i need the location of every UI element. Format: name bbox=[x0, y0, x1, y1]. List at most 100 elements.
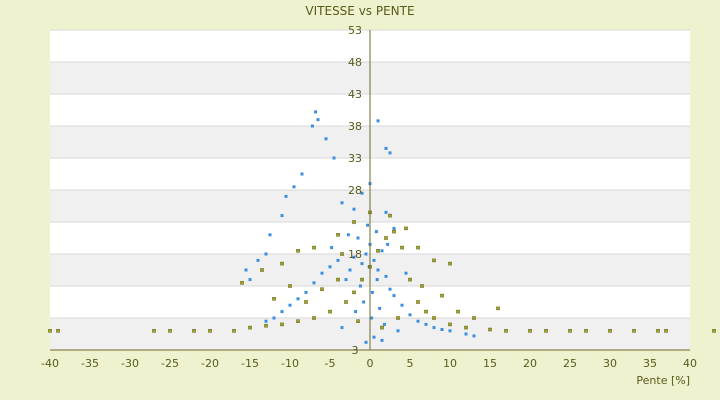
scatter-point bbox=[382, 322, 386, 326]
scatter-point bbox=[356, 236, 360, 240]
x-tick-label: -5 bbox=[325, 357, 336, 370]
scatter-point bbox=[192, 329, 196, 333]
scatter-point bbox=[310, 124, 314, 128]
scatter-point bbox=[370, 316, 374, 320]
scatter-point bbox=[336, 258, 340, 262]
scatter-point bbox=[376, 268, 380, 272]
scatter-point bbox=[264, 319, 268, 323]
scatter-point bbox=[664, 329, 668, 333]
scatter-point bbox=[380, 249, 384, 253]
y-tick-label: 3 bbox=[352, 344, 359, 357]
x-tick-label: -20 bbox=[201, 357, 219, 370]
scatter-point bbox=[416, 300, 420, 304]
scatter-point bbox=[268, 233, 272, 237]
scatter-point bbox=[584, 329, 588, 333]
scatter-point bbox=[344, 300, 348, 304]
scatter-point bbox=[240, 281, 244, 285]
x-tick-label: 30 bbox=[603, 357, 617, 370]
scatter-point bbox=[448, 322, 452, 327]
x-tick-label: 5 bbox=[407, 357, 414, 370]
scatter-point bbox=[152, 329, 156, 333]
scatter-point bbox=[464, 332, 468, 336]
scatter-point bbox=[280, 322, 284, 327]
scatter-point bbox=[416, 245, 420, 250]
scatter-point bbox=[386, 242, 390, 246]
scatter-point bbox=[456, 309, 460, 314]
scatter-point bbox=[472, 316, 476, 320]
scatter-point bbox=[168, 329, 172, 333]
scatter-point bbox=[392, 294, 396, 298]
scatter-point bbox=[408, 313, 412, 317]
scatter-point bbox=[396, 316, 400, 320]
scatter-point bbox=[372, 335, 376, 339]
scatter-point bbox=[388, 151, 392, 155]
scatter-point bbox=[375, 278, 379, 282]
scatter-point bbox=[356, 319, 360, 323]
scatter-point bbox=[364, 340, 368, 344]
scatter-point bbox=[384, 236, 388, 240]
scatter-point bbox=[370, 290, 374, 294]
scatter-point bbox=[304, 300, 308, 304]
y-axis-ticks: 3 18 28 33 38 43 48 53 bbox=[348, 24, 362, 357]
scatter-point bbox=[296, 297, 300, 301]
scatter-point bbox=[420, 284, 424, 288]
scatter-point bbox=[288, 284, 292, 288]
scatter-point bbox=[288, 303, 292, 307]
scatter-point bbox=[404, 226, 408, 231]
scatter-point bbox=[312, 281, 316, 285]
scatter-point bbox=[314, 110, 318, 114]
scatter-point bbox=[432, 326, 436, 330]
scatter-point bbox=[352, 290, 356, 295]
scatter-point bbox=[608, 329, 612, 333]
scatter-point bbox=[340, 201, 344, 205]
x-axis-label: Pente [%] bbox=[636, 374, 690, 387]
x-tick-label: 15 bbox=[483, 357, 497, 370]
scatter-point bbox=[232, 329, 236, 333]
scatter-point bbox=[332, 156, 336, 160]
scatter-point bbox=[374, 230, 378, 234]
scatter-point bbox=[272, 297, 276, 301]
scatter-point bbox=[324, 137, 328, 141]
scatter-point bbox=[362, 300, 366, 304]
scatter-point bbox=[280, 214, 284, 218]
x-tick-label: -10 bbox=[281, 357, 299, 370]
scatter-point bbox=[392, 229, 396, 234]
scatter-point bbox=[280, 310, 284, 314]
scatter-point bbox=[568, 329, 572, 333]
scatter-point bbox=[384, 210, 388, 214]
scatter-point bbox=[344, 278, 348, 282]
y-tick-label: 48 bbox=[348, 56, 362, 69]
scatter-point bbox=[372, 258, 376, 262]
x-tick-label: -25 bbox=[161, 357, 179, 370]
scatter-point bbox=[354, 310, 358, 314]
scatter-point bbox=[256, 258, 260, 262]
y-tick-label: 38 bbox=[348, 120, 362, 133]
scatter-point bbox=[296, 319, 300, 323]
x-tick-label: -35 bbox=[81, 357, 99, 370]
x-tick-label: -15 bbox=[241, 357, 259, 370]
scatter-point bbox=[472, 334, 476, 338]
y-tick-label: 33 bbox=[348, 152, 362, 165]
scatter-point bbox=[380, 338, 384, 342]
scatter-point bbox=[312, 316, 316, 320]
scatter-point bbox=[340, 252, 344, 256]
scatter-point bbox=[432, 316, 436, 320]
scatter-point bbox=[424, 322, 428, 326]
scatter-point bbox=[264, 323, 268, 328]
scatter-point bbox=[464, 325, 468, 330]
y-tick-label: 53 bbox=[348, 24, 362, 37]
scatter-point bbox=[328, 309, 332, 314]
scatter-point bbox=[284, 194, 288, 198]
scatter-point bbox=[336, 277, 340, 282]
scatter-point bbox=[380, 325, 384, 330]
y-tick-label: 28 bbox=[348, 184, 362, 197]
scatter-point bbox=[632, 329, 636, 333]
scatter-point bbox=[528, 329, 532, 333]
scatter-point bbox=[440, 328, 444, 332]
scatter-point bbox=[416, 319, 420, 323]
scatter-point bbox=[336, 233, 340, 237]
scatter-point bbox=[244, 268, 248, 272]
scatter-point bbox=[358, 284, 362, 288]
scatter-point bbox=[656, 329, 660, 333]
scatter-point bbox=[320, 271, 324, 275]
